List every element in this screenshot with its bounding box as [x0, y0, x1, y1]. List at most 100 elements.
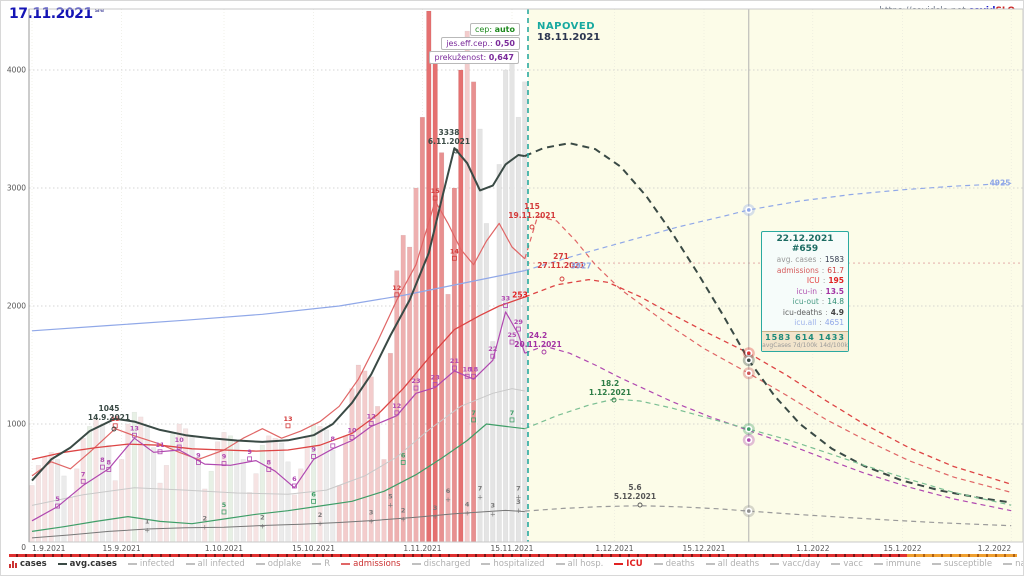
- point-label: 6: [292, 475, 297, 483]
- tooltip-row: icu-out:14.8: [792, 297, 844, 306]
- daily-cases-bar[interactable]: [419, 116, 425, 543]
- daily-cases-bar[interactable]: [279, 442, 285, 543]
- series-avg-cases-forecast-[interactable]: [524, 142, 1012, 504]
- legend-label: all hosp.: [567, 559, 604, 569]
- chart-annotation: 4925: [989, 178, 1011, 188]
- legend-line-swatch: [481, 563, 491, 565]
- timeline-strip-red: [9, 554, 907, 557]
- series-icu-actual-[interactable]: [31, 296, 526, 461]
- legend-item-all-hosp-[interactable]: all hosp.: [555, 559, 604, 569]
- daily-cases-bar[interactable]: [138, 416, 144, 543]
- daily-cases-bar[interactable]: [451, 187, 457, 543]
- legend-item-avg-cases[interactable]: avg.cases: [57, 559, 117, 569]
- daily-cases-bar[interactable]: [464, 30, 470, 543]
- daily-cases-bar[interactable]: [304, 435, 310, 543]
- daily-cases-bar[interactable]: [87, 426, 93, 543]
- daily-cases-bar[interactable]: [80, 437, 86, 543]
- series-admissions-actual-[interactable]: [31, 200, 526, 477]
- daily-cases-bar[interactable]: [189, 435, 195, 543]
- legend-item-all-infected[interactable]: all infected: [185, 559, 245, 569]
- legend-item-susceptible[interactable]: susceptible: [931, 559, 992, 569]
- series-icu-deaths-forecast-[interactable]: [524, 505, 1012, 527]
- legend-item-naive[interactable]: naive: [1003, 559, 1023, 569]
- legend-line-swatch: [614, 563, 624, 565]
- daily-cases-bar[interactable]: [330, 449, 336, 543]
- legend-item-all-deaths[interactable]: all deaths: [705, 559, 759, 569]
- daily-cases-bar[interactable]: [483, 223, 489, 543]
- daily-cases-bar[interactable]: [407, 246, 413, 543]
- point-label: 12: [392, 284, 401, 292]
- point-label: 11: [155, 441, 165, 449]
- daily-cases-bar[interactable]: [163, 465, 169, 543]
- point-marker-square: [80, 478, 86, 484]
- point-label: 8: [331, 435, 336, 443]
- daily-cases-bar[interactable]: [413, 187, 419, 543]
- daily-cases-bar[interactable]: [336, 485, 342, 543]
- legend-item-odplake[interactable]: odplake: [255, 559, 301, 569]
- daily-cases-bar[interactable]: [323, 429, 329, 543]
- daily-cases-bar[interactable]: [343, 435, 349, 543]
- daily-cases-bar[interactable]: [183, 428, 189, 543]
- daily-cases-bar[interactable]: [349, 388, 355, 543]
- legend-item-discharged[interactable]: discharged: [411, 559, 470, 569]
- legend-item-deaths[interactable]: deaths: [653, 559, 695, 569]
- daily-cases-bar[interactable]: [311, 423, 317, 543]
- series-icu-out-actual-[interactable]: [31, 423, 525, 532]
- series-avg-cases-actual-[interactable]: [31, 147, 525, 482]
- daily-cases-bar[interactable]: [151, 447, 157, 543]
- daily-cases-bar[interactable]: [272, 437, 278, 543]
- daily-cases-bar[interactable]: [125, 423, 131, 543]
- daily-cases-bar[interactable]: [285, 461, 291, 543]
- legend-item-vacc[interactable]: vacc: [831, 559, 863, 569]
- daily-cases-bar[interactable]: [247, 492, 253, 543]
- legend-line-swatch: [831, 563, 841, 565]
- daily-cases-bar[interactable]: [195, 456, 201, 543]
- daily-cases-bar[interactable]: [93, 419, 99, 543]
- series-icu-in-forecast-[interactable]: [524, 345, 1012, 512]
- legend-item-admissions[interactable]: admissions: [341, 559, 401, 569]
- daily-cases-bar[interactable]: [522, 81, 528, 543]
- config-box-jeseffcep[interactable]: jes.eff.cep.: 0,50: [441, 37, 520, 50]
- daily-cases-bar[interactable]: [119, 459, 125, 543]
- series-icu-out-forecast-[interactable]: [524, 398, 1012, 506]
- daily-cases-bar[interactable]: [208, 470, 214, 543]
- daily-cases-bar[interactable]: [362, 370, 368, 543]
- legend-item-icu[interactable]: ICU: [614, 559, 643, 569]
- point-label: 5: [388, 493, 393, 501]
- tooltip-row: admissions:61.7: [776, 265, 844, 275]
- series-hospitalized-actual-[interactable]: [31, 388, 525, 506]
- daily-cases-bar[interactable]: [29, 485, 35, 543]
- legend-item-cases[interactable]: cases: [9, 559, 47, 569]
- daily-cases-bar[interactable]: [381, 459, 387, 543]
- daily-cases-bar[interactable]: [266, 435, 272, 543]
- legend-item-hospitalized[interactable]: hospitalized: [481, 559, 545, 569]
- point-label: 13: [283, 415, 292, 423]
- point-label: 14: [450, 247, 460, 255]
- daily-cases-bar[interactable]: [157, 482, 163, 543]
- legend-line-swatch: [127, 563, 137, 565]
- daily-cases-bar[interactable]: [240, 459, 246, 543]
- legend-item-immune[interactable]: immune: [873, 559, 921, 569]
- daily-cases-bar[interactable]: [253, 473, 259, 543]
- config-box-cep[interactable]: cep: auto: [469, 23, 520, 36]
- daily-cases-bar[interactable]: [496, 164, 502, 543]
- daily-cases-bar[interactable]: [227, 435, 233, 543]
- daily-cases-bar[interactable]: [291, 494, 297, 543]
- legend-item-r[interactable]: R: [312, 559, 330, 569]
- daily-cases-bar[interactable]: [426, 10, 432, 543]
- legend-item-vacc-day[interactable]: vacc/day: [770, 559, 820, 569]
- series-all-icu-actual-[interactable]: [31, 270, 525, 332]
- legend-item-infected[interactable]: infected: [127, 559, 175, 569]
- series-icu-in-actual-[interactable]: [31, 311, 526, 522]
- daily-cases-bar[interactable]: [61, 475, 67, 543]
- daily-cases-bar[interactable]: [471, 81, 477, 543]
- config-box-prekuenost[interactable]: prekuženost: 0,647: [429, 51, 519, 64]
- daily-cases-bar[interactable]: [445, 293, 451, 543]
- daily-cases-bar[interactable]: [74, 468, 80, 543]
- daily-cases-bar[interactable]: [387, 352, 393, 543]
- tooltip-row: icu.all:4651: [794, 318, 844, 327]
- series-deaths-actual-[interactable]: [31, 509, 525, 539]
- daily-cases-bar[interactable]: [375, 406, 381, 543]
- series-admissions-forecast-[interactable]: [524, 215, 1012, 493]
